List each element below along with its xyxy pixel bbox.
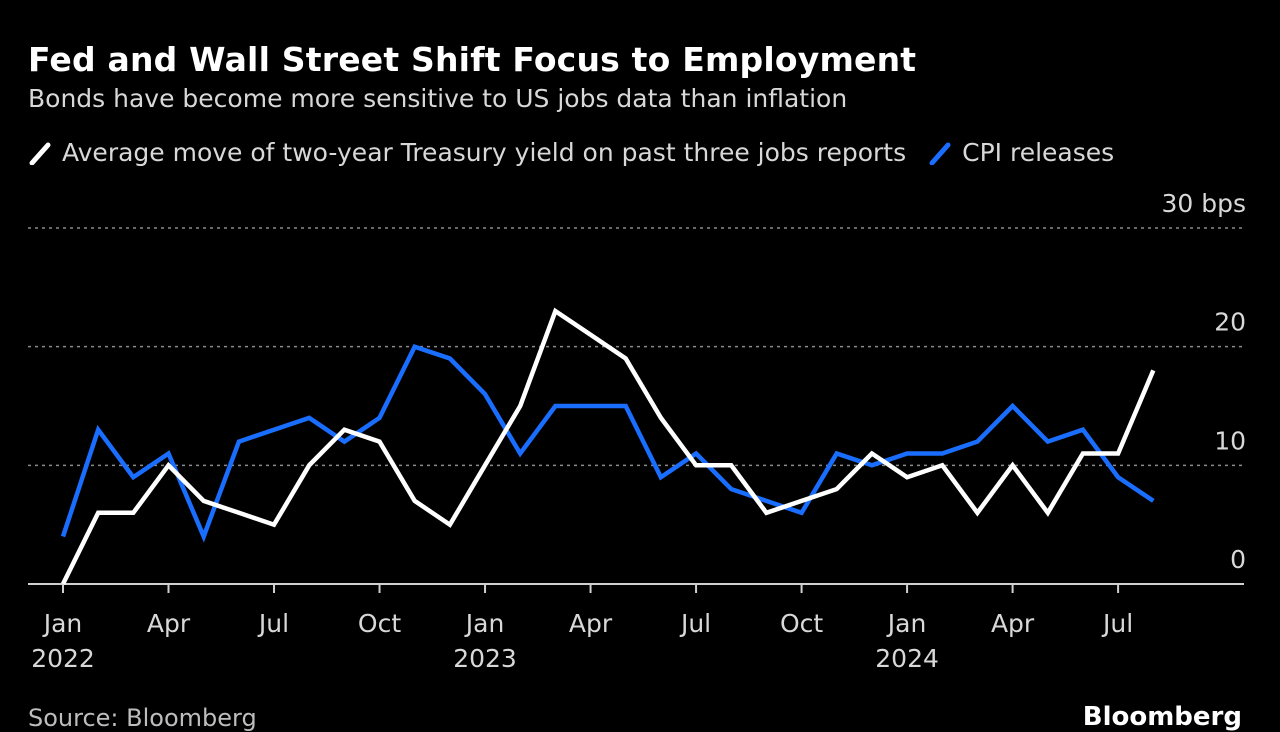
legend: Average move of two-year Treasury yield … <box>28 138 1136 167</box>
legend-swatch-cpi-icon <box>928 141 952 165</box>
legend-swatch-jobs-icon <box>28 141 52 165</box>
y-tick-label-10: 10 <box>1214 426 1246 455</box>
chart-title: Fed and Wall Street Shift Focus to Emplo… <box>28 40 917 79</box>
legend-item-cpi: CPI releases <box>928 138 1114 167</box>
y-tick-label-30: 30 bps <box>1161 189 1246 218</box>
brand-logo: Bloomberg <box>1082 702 1242 732</box>
source-note: Source: Bloomberg <box>28 704 257 732</box>
x-tick-year-2024: 2024 <box>875 644 939 673</box>
x-tick-label-2022-04: Apr <box>147 609 191 638</box>
x-tick-label-2023-07: Jul <box>679 609 711 638</box>
y-tick-label-20: 20 <box>1214 308 1246 337</box>
x-tick-year-2022: 2022 <box>31 644 95 673</box>
chart-subtitle: Bonds have become more sensitive to US j… <box>28 84 848 113</box>
x-tick-label-2024-07: Jul <box>1101 609 1133 638</box>
x-tick-label-2024-01: Jan <box>886 609 927 638</box>
series-line-cpi <box>60 343 1155 543</box>
x-tick-label-2023-01: Jan <box>464 609 505 638</box>
x-tick-label-2024-04: Apr <box>991 609 1035 638</box>
y-tick-label-0: 0 <box>1230 545 1246 574</box>
legend-label-jobs: Average move of two-year Treasury yield … <box>62 138 907 167</box>
legend-label-cpi: CPI releases <box>962 138 1115 167</box>
x-tick-year-2023: 2023 <box>453 644 517 673</box>
x-tick-label-2023-04: Apr <box>569 609 613 638</box>
x-tick-label-2022-07: Jul <box>257 609 289 638</box>
legend-item-jobs: Average move of two-year Treasury yield … <box>28 138 906 167</box>
x-tick-label-2022-10: Oct <box>358 609 401 638</box>
x-tick-label-2022-01: Jan <box>42 609 83 638</box>
series-line-jobs <box>60 307 1156 585</box>
x-tick-label-2023-10: Oct <box>780 609 823 638</box>
